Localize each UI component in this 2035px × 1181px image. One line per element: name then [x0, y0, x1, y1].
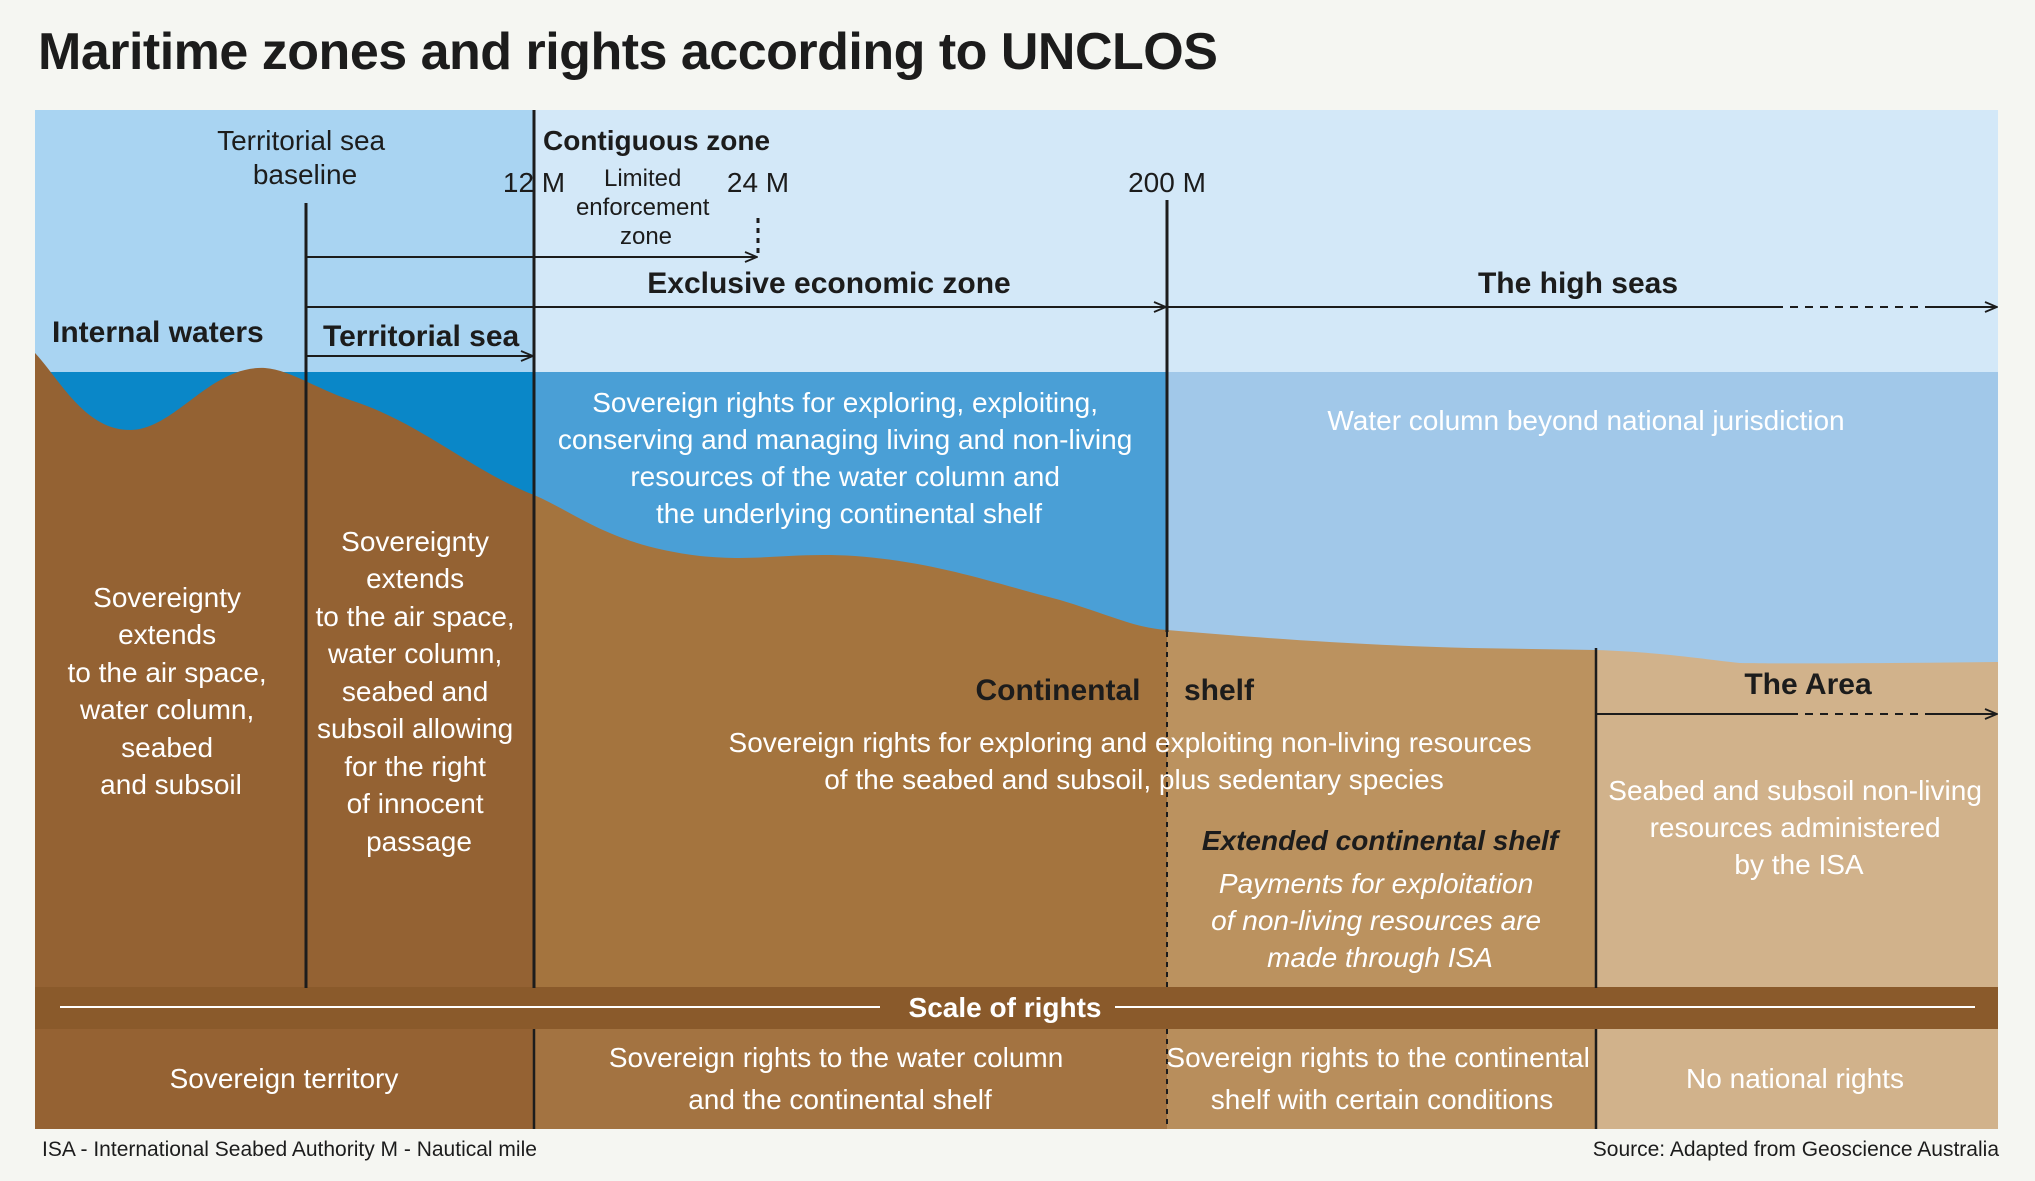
page-title: Maritime zones and rights according to U…: [38, 23, 1218, 81]
scale-of-rights-label: Scale of rights: [909, 992, 1102, 1023]
internal-sovereignty-text: Sovereignty extends to the air space, wa…: [67, 582, 274, 800]
shelf-label: shelf: [1184, 674, 1255, 707]
baseline-label: Territorial sea baseline: [217, 125, 393, 190]
rights-sovereign-territory-text: Sovereign territory: [170, 1063, 399, 1094]
rights-extended-text: Sovereign rights to the continental shel…: [1166, 1042, 1597, 1115]
extended-shelf-label: Extended continental shelf: [1202, 825, 1561, 856]
sky-internal-territorial: [35, 110, 534, 374]
24m-label: 24 M: [727, 167, 789, 198]
12m-label: 12 M: [503, 167, 565, 198]
limited-enforcement-label: Limited enforcement zone: [576, 165, 716, 250]
extended-payments-text: Payments for exploitation of non-living …: [1211, 868, 1549, 973]
continental-label: Continental: [976, 674, 1141, 707]
footer-abbreviations: ISA - International Seabed Authority M -…: [42, 1138, 537, 1161]
internal-waters-label: Internal waters: [52, 316, 264, 349]
seabed-the-area: [1596, 650, 1998, 990]
water-high-seas: [1167, 372, 1998, 672]
water-column-beyond-text: Water column beyond national jurisdictio…: [1327, 405, 1844, 436]
rights-none-text: No national rights: [1686, 1063, 1904, 1094]
area-resources-text: Seabed and subsoil non-living resources …: [1608, 775, 1989, 880]
seabed-coastal: [35, 353, 534, 990]
200m-label: 200 M: [1128, 167, 1206, 198]
the-area-label: The Area: [1744, 668, 1872, 701]
seabed-eez: [534, 495, 1167, 990]
high-seas-label: The high seas: [1478, 267, 1678, 300]
rights-eez-text: Sovereign rights to the water column and…: [609, 1042, 1071, 1115]
contiguous-zone-label: Contiguous zone: [543, 125, 770, 156]
seabed-extended-shelf: [1167, 630, 1596, 990]
rights-none-cell: [1596, 1029, 1998, 1129]
rights-extended-cell: [1167, 1029, 1596, 1129]
territorial-sovereignty-text: Sovereignty extends to the air space, wa…: [315, 526, 522, 857]
rights-sovereign-territory-cell: [35, 1029, 534, 1129]
eez-label: Exclusive economic zone: [647, 267, 1010, 300]
eez-rights-text: Sovereign rights for exploring, exploiti…: [558, 387, 1140, 529]
shelf-rights-text: Sovereign rights for exploring and explo…: [729, 727, 1540, 795]
footer-source: Source: Adapted from Geoscience Australi…: [1592, 1138, 1999, 1161]
rights-eez-cell: [534, 1029, 1167, 1129]
territorial-sea-label: Territorial sea: [323, 320, 520, 353]
